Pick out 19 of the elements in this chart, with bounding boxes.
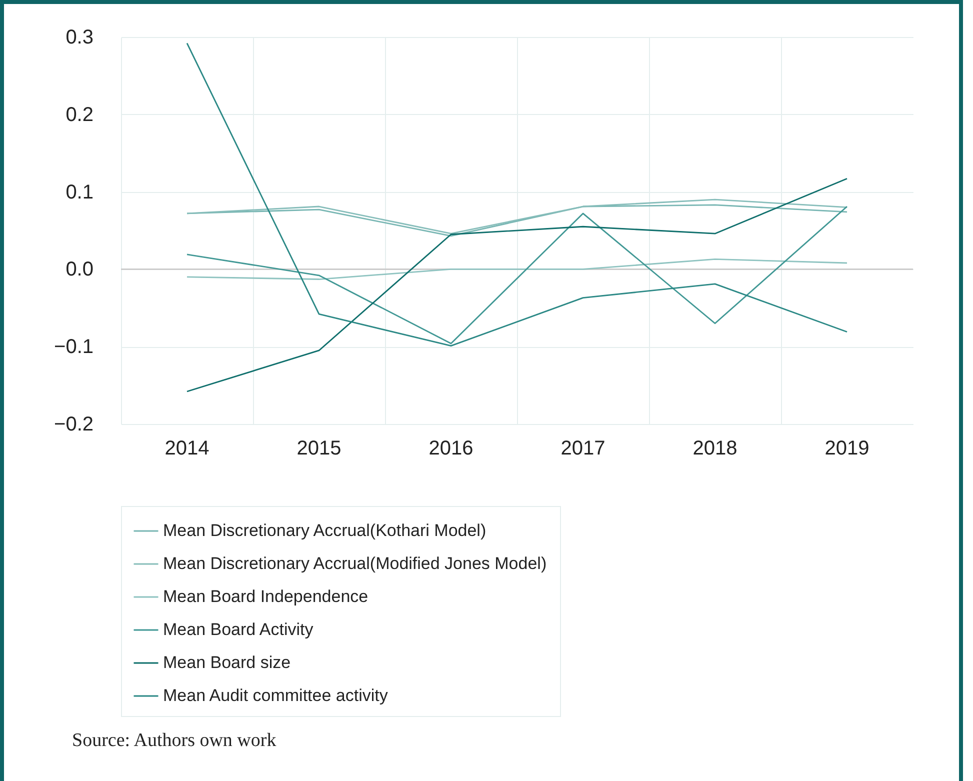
legend-label: Mean Audit committee activity <box>163 686 388 705</box>
y-tick-label: 0.0 <box>66 258 94 281</box>
y-tick-label: 0.3 <box>66 26 94 48</box>
legend-label: Mean Discretionary Accrual(Kothari Model) <box>163 521 486 540</box>
x-tick-label: 2019 <box>824 438 870 460</box>
legend-label: Mean Board size <box>163 653 291 672</box>
x-tick-label: 2018 <box>692 438 738 460</box>
legend-label: Mean Board Independence <box>163 587 368 606</box>
y-tick-label: −0.1 <box>54 336 94 358</box>
x-tick-label: 2016 <box>428 438 474 460</box>
x-tick-label: 2015 <box>296 438 342 460</box>
y-tick-label: 0.1 <box>66 181 94 204</box>
y-tick-label: 0.2 <box>66 104 94 126</box>
x-tick-label: 2017 <box>560 438 606 460</box>
legend-label: Mean Discretionary Accrual(Modified Jones Model) <box>163 554 547 573</box>
legend-label: Mean Board Activity <box>163 620 314 639</box>
x-tick-label: 2014 <box>164 438 210 460</box>
y-tick-label: −0.2 <box>54 414 94 436</box>
source-note: Source: Authors own work <box>72 730 276 752</box>
